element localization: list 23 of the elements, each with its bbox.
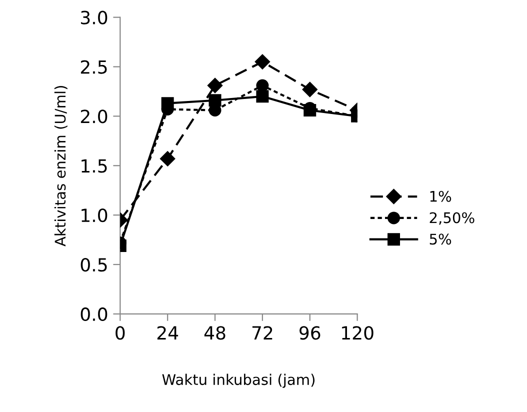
y-tick-label: 0.5 bbox=[80, 258, 107, 272]
x-tick-label: 120 bbox=[342, 326, 374, 340]
y-tick-label: 2.5 bbox=[80, 60, 107, 74]
x-tick-label: 72 bbox=[252, 326, 272, 340]
y-axis-title: Aktivitas enzim (U/ml) bbox=[54, 86, 68, 246]
y-tick-label: 1.0 bbox=[82, 208, 108, 222]
legend-label: 5% bbox=[430, 234, 452, 245]
x-tick-label: 0 bbox=[116, 326, 125, 340]
y-tick-label: 3.0 bbox=[81, 10, 108, 24]
x-tick-label: 96 bbox=[300, 326, 320, 340]
point bbox=[256, 79, 269, 92]
point bbox=[256, 90, 269, 103]
x-tick-label: 24 bbox=[157, 326, 178, 340]
point bbox=[254, 54, 270, 70]
legend-label: 2,50% bbox=[430, 212, 474, 225]
legend-label: 1% bbox=[430, 190, 452, 202]
point bbox=[208, 94, 222, 107]
y-tick-label: 2.0 bbox=[80, 110, 108, 124]
y-tick-label: 1.5 bbox=[82, 159, 107, 173]
y-tick-label: 0.0 bbox=[80, 307, 108, 322]
point bbox=[207, 78, 223, 94]
x-tick-label: 48 bbox=[204, 326, 226, 340]
x-axis-title: Waktu inkubasi (jam) bbox=[162, 374, 315, 388]
